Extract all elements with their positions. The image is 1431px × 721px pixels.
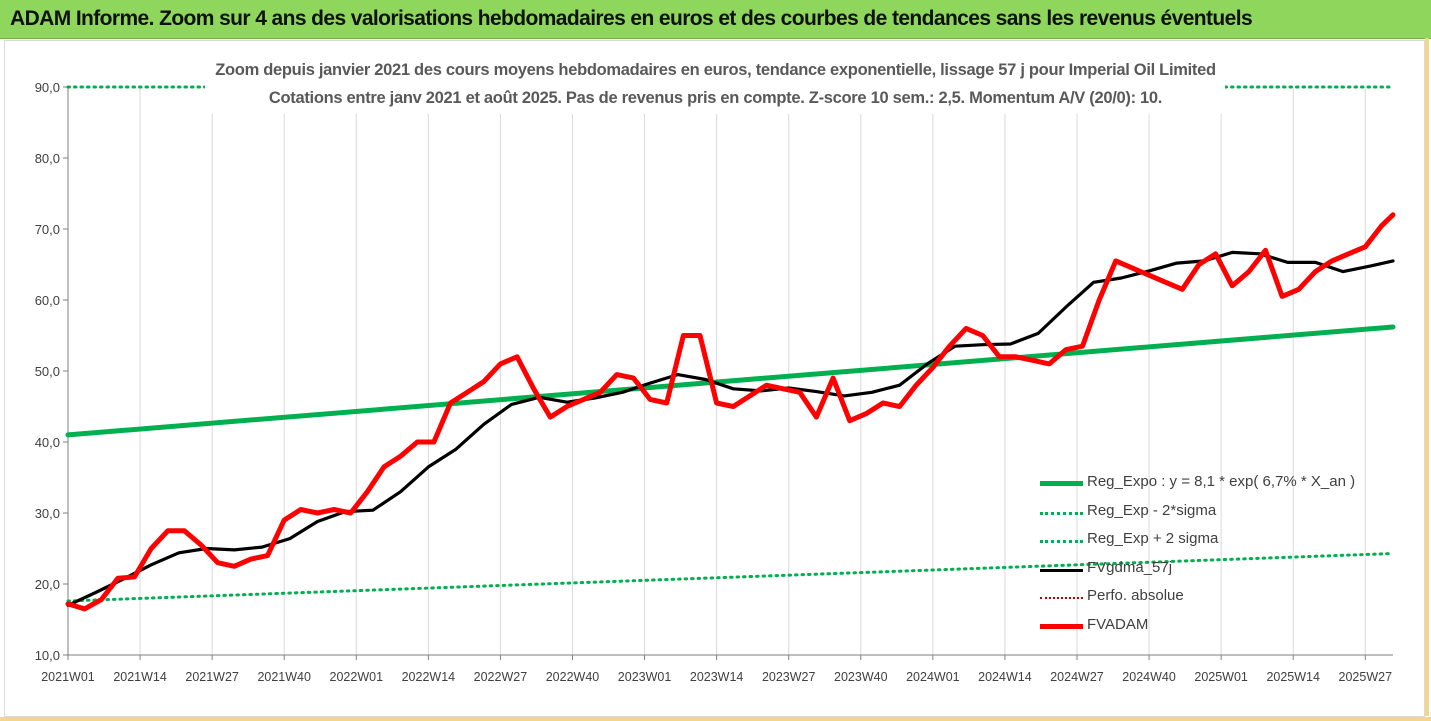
series-fvadam bbox=[65, 212, 1396, 612]
x-tick-label: 2024W40 bbox=[1122, 670, 1176, 684]
report-banner: ADAM Informe. Zoom sur 4 ans des valoris… bbox=[0, 0, 1431, 39]
x-tick-label: 2021W01 bbox=[41, 670, 95, 684]
x-tick-label: 2022W01 bbox=[330, 670, 384, 684]
x-tick-label: 2024W27 bbox=[1050, 670, 1104, 684]
x-tick-label: 2023W40 bbox=[834, 670, 888, 684]
legend-label: FVgdma_57j bbox=[1087, 558, 1173, 576]
x-tick-label: 2022W14 bbox=[402, 670, 456, 684]
y-tick-label: 90,0 bbox=[35, 80, 60, 95]
y-tick-label: 30,0 bbox=[35, 506, 60, 521]
legend-swatch bbox=[1040, 597, 1083, 599]
x-tick-label: 2022W40 bbox=[546, 670, 600, 684]
legend-swatch bbox=[1040, 623, 1083, 629]
x-tick-label: 2025W01 bbox=[1194, 670, 1248, 684]
y-tick-label: 20,0 bbox=[35, 577, 60, 592]
y-tick-label: 70,0 bbox=[35, 222, 60, 237]
x-tick-label: 2021W14 bbox=[113, 670, 167, 684]
legend-label: FVADAM bbox=[1087, 615, 1149, 633]
chart-frame bbox=[4, 40, 1425, 717]
y-tick-label: 60,0 bbox=[35, 293, 60, 308]
x-tick-label: 2024W01 bbox=[906, 670, 960, 684]
x-tick-label: 2023W14 bbox=[690, 670, 744, 684]
frame-bottom-decoration bbox=[0, 717, 1431, 721]
x-tick-label: 2023W27 bbox=[762, 670, 816, 684]
legend-swatch bbox=[1040, 568, 1083, 572]
y-tick-label: 80,0 bbox=[35, 151, 60, 166]
legend-label: Reg_Exp + 2 sigma bbox=[1087, 530, 1219, 547]
legend-swatch bbox=[1040, 481, 1083, 486]
chart-subtitle: Cotations entre janv 2021 et août 2025. … bbox=[268, 89, 1163, 107]
legend-label: Reg_Expo : y = 8,1 * exp( 6,7% * X_an ) bbox=[1087, 473, 1356, 490]
frame-edge-decoration bbox=[1425, 38, 1429, 716]
legend-label: Perfo. absolue bbox=[1087, 587, 1184, 604]
legend-swatch bbox=[1040, 540, 1083, 543]
legend-swatch bbox=[1040, 511, 1083, 515]
y-tick-label: 10,0 bbox=[35, 648, 60, 663]
y-tick-label: 40,0 bbox=[35, 435, 60, 450]
y-tick-label: 50,0 bbox=[35, 364, 60, 379]
x-tick-label: 2023W01 bbox=[618, 670, 672, 684]
series-fvgdma-57j bbox=[66, 250, 1395, 607]
report-title: ADAM Informe. Zoom sur 4 ans des valoris… bbox=[10, 7, 1253, 30]
legend-label: Reg_Exp - 2*sigma bbox=[1087, 501, 1217, 519]
x-tick-label: 2024W14 bbox=[978, 670, 1032, 684]
x-tick-label: 2025W14 bbox=[1266, 670, 1320, 684]
x-tick-label: 2021W40 bbox=[257, 670, 311, 684]
chart-title: Zoom depuis janvier 2021 des cours moyen… bbox=[215, 61, 1216, 79]
x-tick-label: 2021W27 bbox=[185, 670, 239, 684]
x-tick-label: 2025W27 bbox=[1339, 670, 1393, 684]
x-tick-label: 2022W27 bbox=[474, 670, 528, 684]
series-reg-exp-minus-2sigma bbox=[66, 552, 1395, 603]
series-reg-expo bbox=[65, 324, 1396, 438]
title-background bbox=[205, 58, 1225, 114]
